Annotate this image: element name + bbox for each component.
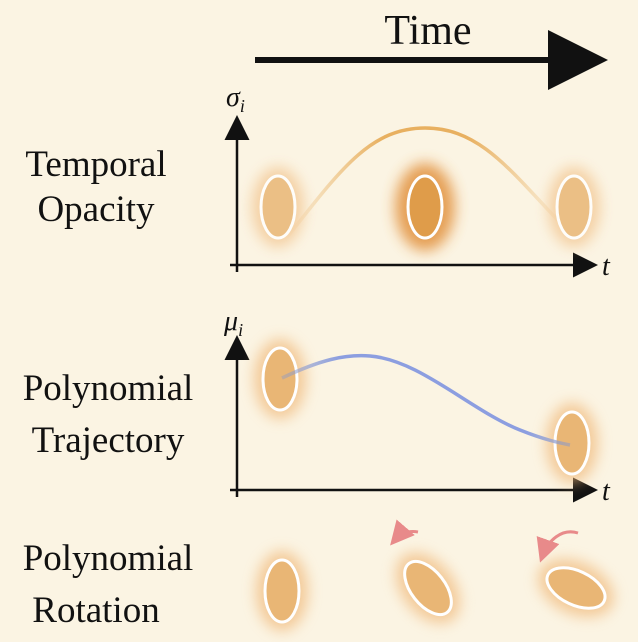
row-label: Temporal: [25, 144, 166, 185]
row-label: Rotation: [32, 590, 159, 631]
title: Time: [384, 8, 471, 54]
gaussian: [395, 163, 455, 251]
gaussian: [529, 548, 623, 629]
opacity-curve: [283, 126, 567, 242]
gaussian: [383, 540, 473, 635]
gaussian: [256, 551, 308, 631]
trajectory-curve: [281, 353, 571, 447]
row-label: Trajectory: [32, 420, 185, 461]
row-label: Opacity: [37, 189, 155, 230]
gaussian: [252, 167, 304, 247]
gaussian: [254, 339, 306, 419]
gaussian: [548, 167, 600, 247]
y-axis-label: μi: [223, 306, 243, 340]
row-label: Polynomial: [23, 368, 194, 409]
rotation-arrow: [390, 519, 419, 546]
row-label: Polynomial: [23, 538, 194, 579]
x-axis-label: t: [602, 251, 611, 282]
x-axis-label: t: [602, 476, 611, 507]
y-axis-label: σi: [226, 82, 245, 116]
rotation-arrow: [536, 530, 579, 563]
